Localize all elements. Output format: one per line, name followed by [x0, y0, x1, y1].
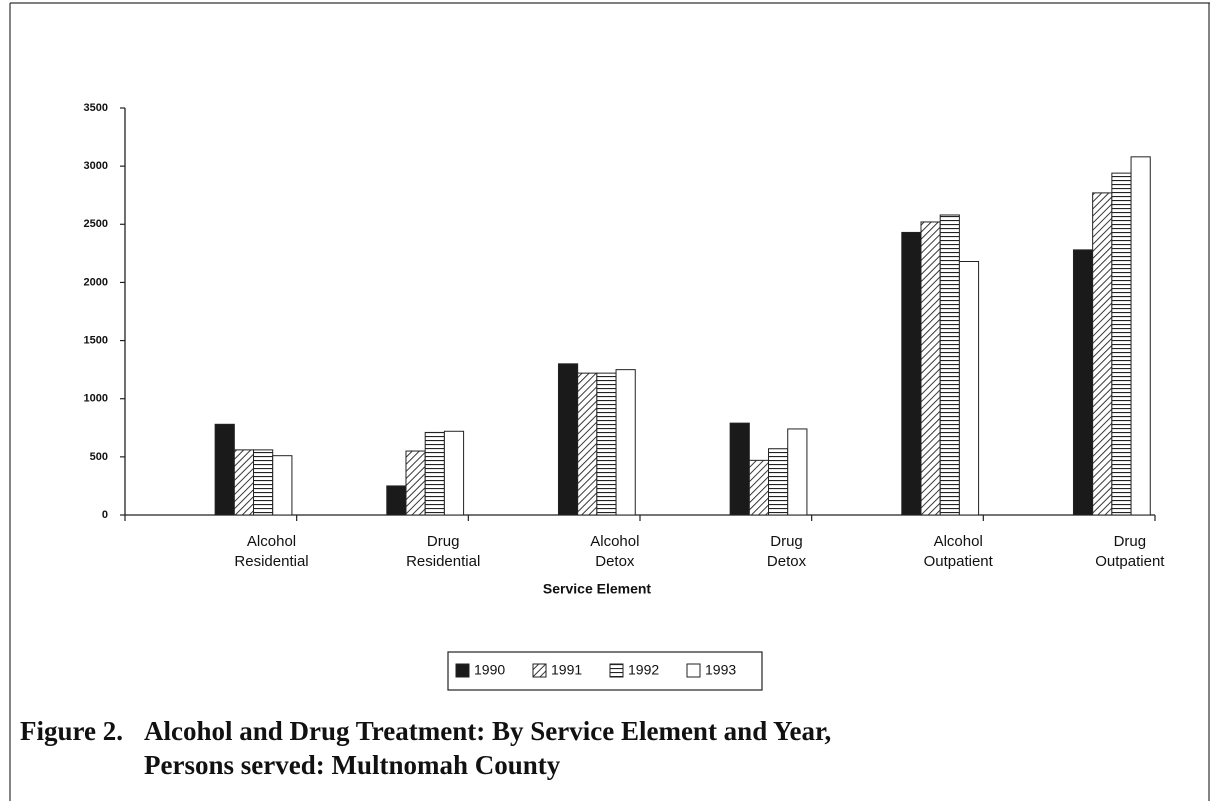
- bar: [1072, 249, 1094, 516]
- bar: [1130, 156, 1151, 516]
- x-axis-label: Service Element: [543, 581, 652, 597]
- x-tick-label: Drug Residential: [406, 533, 480, 570]
- bar: [214, 423, 235, 516]
- y-tick-label: 3000: [84, 160, 108, 172]
- bar: [939, 214, 960, 516]
- bar: [253, 449, 274, 516]
- figure-label: Figure 2.: [20, 716, 123, 746]
- bar: [596, 372, 617, 516]
- legend-label: 1993: [705, 662, 736, 678]
- chart-title: Alcohol and Drug Treatment: By Service E…: [144, 716, 832, 780]
- bar: [233, 449, 255, 516]
- x-tick-label: Alcohol Detox: [590, 533, 639, 570]
- bar: [615, 369, 636, 516]
- y-tick-label: 3500: [84, 102, 108, 114]
- legend-swatch: [455, 663, 470, 678]
- bar: [424, 431, 445, 516]
- bar: [920, 221, 941, 516]
- bar: [768, 448, 789, 516]
- bar: [787, 428, 808, 516]
- bar: [557, 363, 579, 516]
- x-tick-label: Alcohol Residential: [234, 533, 308, 570]
- bar: [443, 430, 465, 516]
- legend-swatch: [686, 663, 701, 678]
- x-tick-label: Alcohol Outpatient: [924, 533, 994, 570]
- bar: [1111, 172, 1132, 516]
- bar: [272, 455, 293, 516]
- y-tick-label: 2000: [84, 276, 108, 288]
- bar: [1092, 192, 1113, 516]
- bar: [901, 231, 922, 516]
- legend-label: 1992: [628, 662, 659, 678]
- y-tick-label: 1000: [84, 393, 108, 405]
- bar: [405, 450, 426, 516]
- bar: [748, 459, 770, 516]
- bar: [577, 372, 598, 516]
- y-tick-label: 1500: [84, 334, 108, 346]
- bar: [386, 485, 407, 516]
- x-tick-label: Drug Outpatient: [1095, 533, 1165, 570]
- legend-swatch: [532, 663, 547, 678]
- bar: [729, 422, 750, 516]
- caption: Figure 2. Alcohol and Drug Treatment: By…: [20, 714, 920, 782]
- legend-swatch: [609, 663, 624, 678]
- legend-box: [447, 651, 763, 691]
- x-tick-label: Drug Detox: [767, 533, 807, 570]
- y-tick-label: 500: [90, 451, 108, 463]
- y-tick-label: 2500: [84, 218, 108, 230]
- legend-label: 1990: [474, 662, 505, 678]
- y-tick-label: 0: [102, 509, 108, 521]
- bar: [958, 260, 980, 516]
- legend-label: 1991: [551, 662, 582, 678]
